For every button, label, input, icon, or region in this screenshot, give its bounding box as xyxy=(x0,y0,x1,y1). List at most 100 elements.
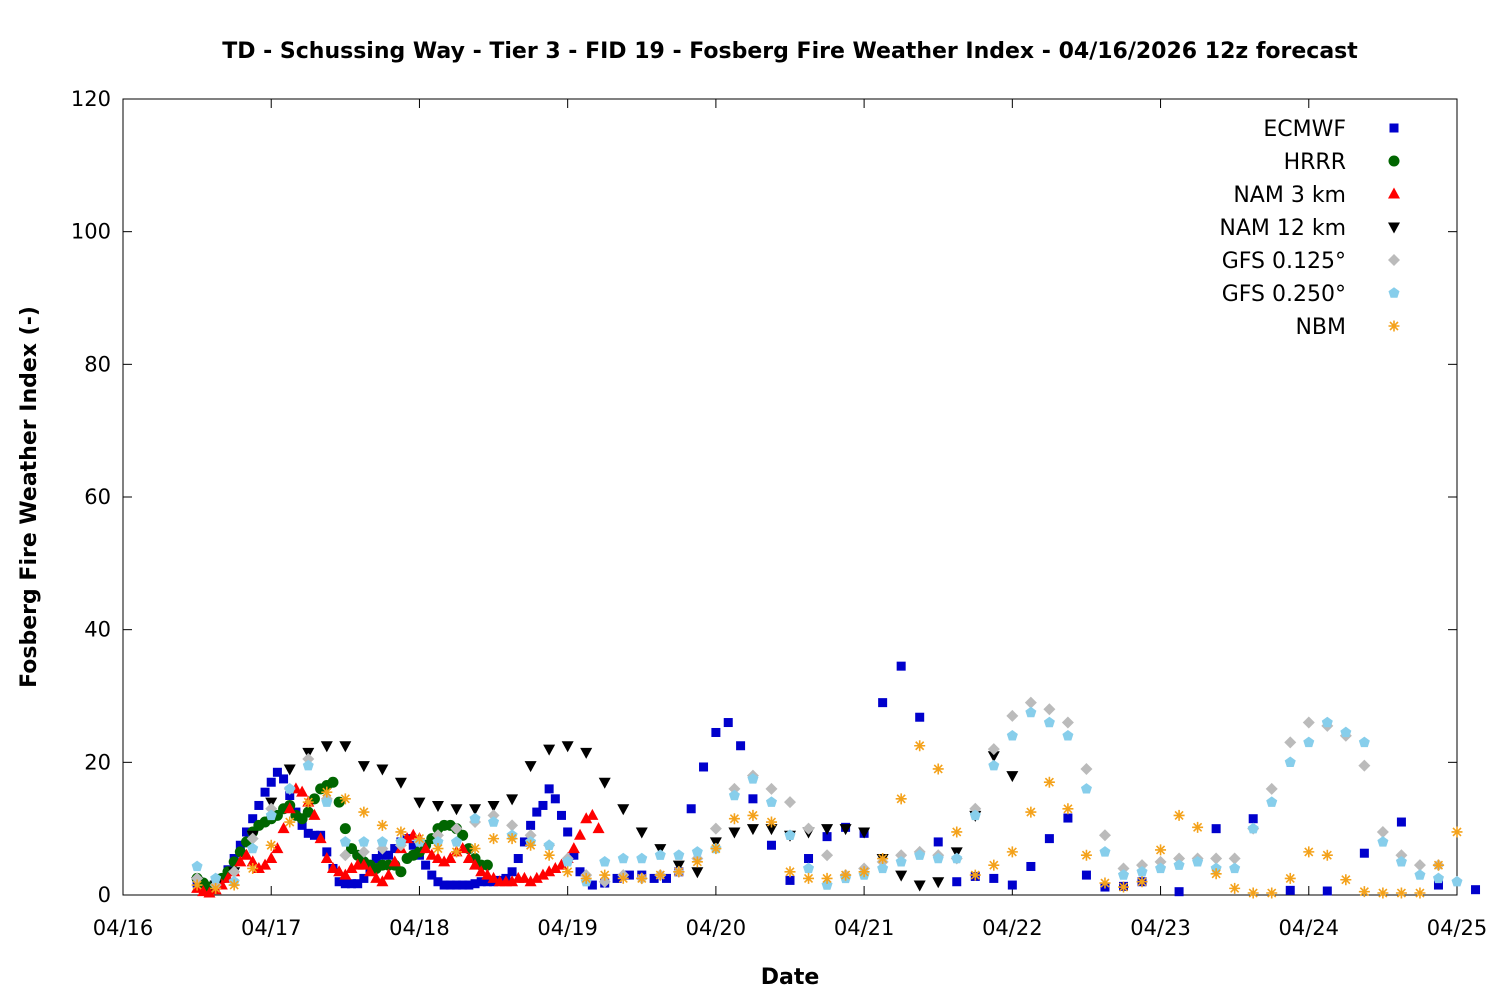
data-point xyxy=(840,869,852,881)
data-point xyxy=(203,886,216,898)
data-point xyxy=(1302,716,1315,729)
data-point xyxy=(1080,762,1093,775)
data-point xyxy=(617,804,630,816)
legend-marker xyxy=(1389,123,1399,133)
data-point xyxy=(1284,756,1296,768)
data-point xyxy=(482,877,492,887)
data-point xyxy=(1081,870,1091,880)
data-point xyxy=(464,880,474,890)
series-6 xyxy=(191,740,1463,899)
data-point xyxy=(785,875,795,885)
data-point xyxy=(376,875,389,887)
data-point xyxy=(1395,856,1407,867)
data-point xyxy=(932,877,945,889)
data-point xyxy=(710,843,722,855)
data-point xyxy=(452,880,461,890)
data-point xyxy=(254,800,264,810)
data-point xyxy=(469,804,482,816)
data-point xyxy=(1118,881,1129,893)
data-point xyxy=(839,824,852,836)
data-point xyxy=(333,865,346,877)
data-point xyxy=(1414,887,1426,899)
y-tick-label: 60 xyxy=(84,485,111,509)
data-point xyxy=(748,794,758,804)
data-point xyxy=(617,872,629,884)
data-point xyxy=(247,862,259,874)
data-point xyxy=(877,862,889,874)
data-point xyxy=(271,842,284,854)
data-point xyxy=(803,862,815,874)
legend-marker xyxy=(1388,187,1400,199)
data-point xyxy=(427,870,437,880)
data-point xyxy=(308,808,321,820)
data-point xyxy=(395,836,407,847)
data-point xyxy=(951,852,963,864)
data-point xyxy=(563,827,573,837)
legend-label: NAM 12 km xyxy=(1219,216,1346,241)
data-point xyxy=(371,854,381,864)
data-point xyxy=(530,871,543,883)
data-point xyxy=(518,871,531,883)
data-point xyxy=(599,869,611,881)
data-point xyxy=(469,843,481,855)
data-point xyxy=(524,875,537,887)
data-point xyxy=(234,846,246,858)
legend-marker xyxy=(1388,320,1400,332)
data-point xyxy=(784,829,796,840)
data-point xyxy=(1098,829,1111,842)
data-point xyxy=(370,871,383,883)
legend-label: NBM xyxy=(1295,315,1346,340)
data-point xyxy=(561,741,574,753)
data-point xyxy=(592,822,605,834)
data-point xyxy=(1099,846,1111,857)
data-point xyxy=(746,824,759,836)
data-point xyxy=(1006,709,1019,722)
data-point xyxy=(272,767,282,777)
data-point xyxy=(265,809,277,821)
data-point xyxy=(506,819,519,832)
data-point xyxy=(822,832,832,842)
data-point xyxy=(1358,759,1371,772)
data-point xyxy=(353,879,363,889)
data-point xyxy=(234,855,247,867)
data-point xyxy=(450,836,463,847)
data-point xyxy=(699,762,709,772)
data-marks xyxy=(191,661,1481,899)
data-point xyxy=(357,761,370,773)
data-point xyxy=(1377,836,1389,847)
legend-marker xyxy=(1388,287,1400,298)
data-point xyxy=(285,791,295,800)
data-point xyxy=(635,827,648,839)
data-point xyxy=(248,814,258,824)
data-point xyxy=(932,852,944,864)
data-point xyxy=(475,865,488,877)
data-point xyxy=(1173,859,1185,870)
data-point xyxy=(932,763,944,775)
data-point xyxy=(384,850,394,860)
data-point xyxy=(914,849,926,860)
legend-label: NAM 3 km xyxy=(1233,183,1346,208)
data-point xyxy=(1154,855,1167,868)
data-point xyxy=(987,751,1000,763)
data-point xyxy=(476,877,486,887)
data-point xyxy=(969,802,982,815)
data-point xyxy=(432,836,444,847)
data-point xyxy=(513,854,523,864)
data-point xyxy=(1248,814,1258,824)
data-point xyxy=(673,866,685,878)
data-point xyxy=(302,796,314,808)
data-point xyxy=(488,816,500,827)
data-point xyxy=(784,866,796,878)
data-point xyxy=(413,797,426,809)
data-point xyxy=(1340,726,1352,738)
data-point xyxy=(191,860,203,872)
data-point xyxy=(598,777,611,789)
data-point xyxy=(339,741,352,753)
data-point xyxy=(376,764,389,776)
series-5 xyxy=(191,706,1463,890)
data-point xyxy=(191,879,203,891)
data-point xyxy=(1174,887,1184,897)
data-point xyxy=(933,837,943,847)
data-point xyxy=(507,867,517,877)
data-point xyxy=(784,796,796,809)
